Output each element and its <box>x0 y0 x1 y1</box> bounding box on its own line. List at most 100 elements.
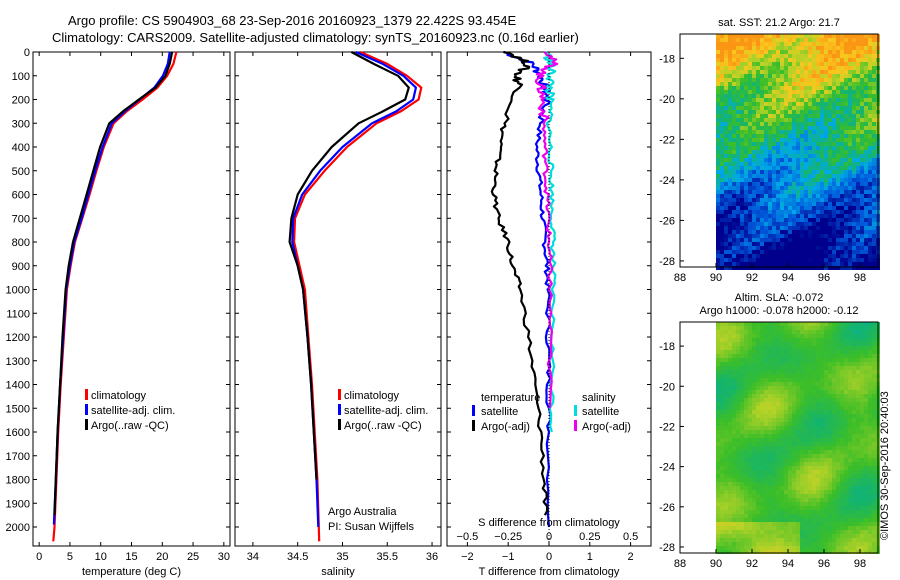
map-cell <box>872 410 876 414</box>
map-cell <box>800 178 804 182</box>
map-cell <box>796 458 800 462</box>
map-cell <box>788 378 792 382</box>
map-cell <box>840 506 844 510</box>
map-cell <box>732 338 736 342</box>
map-cell <box>724 322 728 326</box>
map-cell <box>844 58 848 62</box>
x-tick-label: 35 <box>336 551 348 563</box>
map-cell <box>796 426 800 430</box>
map-cell <box>844 46 848 50</box>
map-cell <box>868 390 872 394</box>
map-cell <box>788 198 792 202</box>
map-cell <box>800 438 804 442</box>
map-cell <box>872 190 876 194</box>
map-cell <box>864 238 868 242</box>
map-cell <box>716 338 720 342</box>
map-cell <box>848 154 852 158</box>
map-cell <box>852 142 856 146</box>
map-cell <box>852 342 856 346</box>
map-cell <box>816 426 820 430</box>
map-cell <box>776 482 780 486</box>
map-cell <box>808 322 812 326</box>
map-cell <box>728 502 732 506</box>
map-cell <box>864 326 868 330</box>
map-cell <box>856 206 860 210</box>
map-cell <box>744 538 748 542</box>
map-cell <box>852 254 856 258</box>
map-cell <box>796 202 800 206</box>
map-cell <box>832 178 836 182</box>
map-cell <box>872 162 876 166</box>
map-cell <box>732 414 736 418</box>
map-cell <box>752 166 756 170</box>
map-cell <box>744 366 748 370</box>
map-cell <box>852 62 856 66</box>
map-cell <box>860 486 864 490</box>
map-cell <box>788 390 792 394</box>
map-cell <box>788 474 792 478</box>
map-cell <box>740 354 744 358</box>
map-cell <box>856 454 860 458</box>
map-cell <box>740 134 744 138</box>
map-cell <box>748 146 752 150</box>
map-cell <box>844 226 848 230</box>
map-cell <box>740 454 744 458</box>
map-cell <box>828 426 832 430</box>
map-cell <box>860 170 864 174</box>
map-cell <box>748 142 752 146</box>
map-cell <box>772 110 776 114</box>
map-cell <box>764 234 768 238</box>
map-cell <box>752 202 756 206</box>
map-cell <box>832 406 836 410</box>
map-cell <box>728 410 732 414</box>
map-cell <box>844 262 848 266</box>
map-cell <box>792 66 796 70</box>
map-cell <box>744 494 748 498</box>
map-cell <box>816 98 820 102</box>
map-cell <box>780 110 784 114</box>
map-cell <box>816 258 820 262</box>
map-cell <box>760 542 764 546</box>
map-cell <box>800 522 804 526</box>
map-cell <box>844 218 848 222</box>
map-cell <box>772 522 776 526</box>
map-cell <box>864 134 868 138</box>
map-cell <box>792 474 796 478</box>
map-cell <box>848 178 852 182</box>
map-cell <box>740 222 744 226</box>
map-cell <box>768 166 772 170</box>
map-cell <box>832 98 836 102</box>
map-cell <box>752 238 756 242</box>
map-cell <box>824 110 828 114</box>
map-cell <box>856 242 860 246</box>
map-cell <box>732 250 736 254</box>
map-cell <box>772 378 776 382</box>
map-cell <box>792 478 796 482</box>
map-cell <box>732 134 736 138</box>
map-cell <box>752 182 756 186</box>
map-cell <box>768 158 772 162</box>
map-cell <box>824 46 828 50</box>
map-cell <box>844 258 848 262</box>
map-cell <box>772 322 776 326</box>
map-cell <box>848 250 852 254</box>
map-cell <box>844 330 848 334</box>
map-cell <box>844 430 848 434</box>
map-cell <box>824 150 828 154</box>
map-cell <box>784 74 788 78</box>
map-cell <box>752 414 756 418</box>
map-cell <box>864 194 868 198</box>
map-cell <box>776 386 780 390</box>
map-cell <box>792 106 796 110</box>
map-cell <box>748 186 752 190</box>
map-cell <box>716 438 720 442</box>
map-cell <box>856 426 860 430</box>
map-cell <box>772 226 776 230</box>
map-cell <box>744 106 748 110</box>
map-cell <box>752 226 756 230</box>
map-cell <box>836 518 840 522</box>
map-cell <box>804 390 808 394</box>
map-cell <box>716 58 720 62</box>
map-cell <box>832 170 836 174</box>
map-cell <box>724 486 728 490</box>
